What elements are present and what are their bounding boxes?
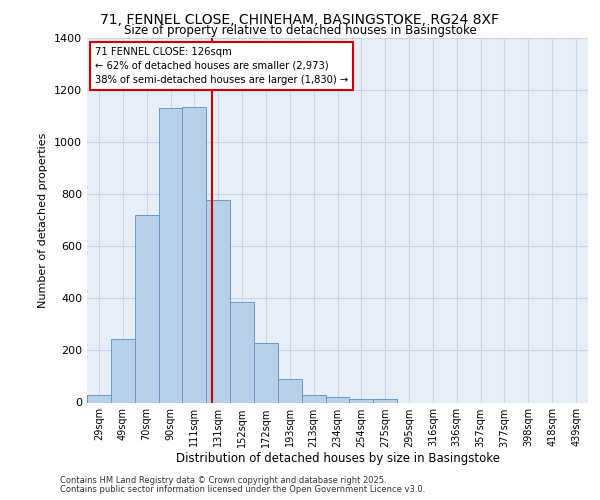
Bar	[254, 342, 278, 402]
Bar	[373, 400, 397, 402]
Bar	[349, 398, 373, 402]
Text: Contains public sector information licensed under the Open Government Licence v3: Contains public sector information licen…	[60, 485, 425, 494]
Text: 71 FENNEL CLOSE: 126sqm
← 62% of detached houses are smaller (2,973)
38% of semi: 71 FENNEL CLOSE: 126sqm ← 62% of detache…	[95, 46, 348, 84]
Text: Size of property relative to detached houses in Basingstoke: Size of property relative to detached ho…	[124, 24, 476, 37]
X-axis label: Distribution of detached houses by size in Basingstoke: Distribution of detached houses by size …	[176, 452, 499, 466]
Bar	[158, 108, 182, 403]
Bar	[206, 200, 230, 402]
Bar	[182, 106, 206, 403]
Bar	[111, 338, 135, 402]
Bar	[135, 215, 158, 402]
Text: Contains HM Land Registry data © Crown copyright and database right 2025.: Contains HM Land Registry data © Crown c…	[60, 476, 386, 485]
Bar	[87, 394, 111, 402]
Bar	[302, 394, 326, 402]
Y-axis label: Number of detached properties: Number of detached properties	[38, 132, 49, 308]
Bar	[278, 379, 302, 402]
Text: 71, FENNEL CLOSE, CHINEHAM, BASINGSTOKE, RG24 8XF: 71, FENNEL CLOSE, CHINEHAM, BASINGSTOKE,…	[101, 12, 499, 26]
Bar	[326, 398, 349, 402]
Bar	[230, 302, 254, 402]
